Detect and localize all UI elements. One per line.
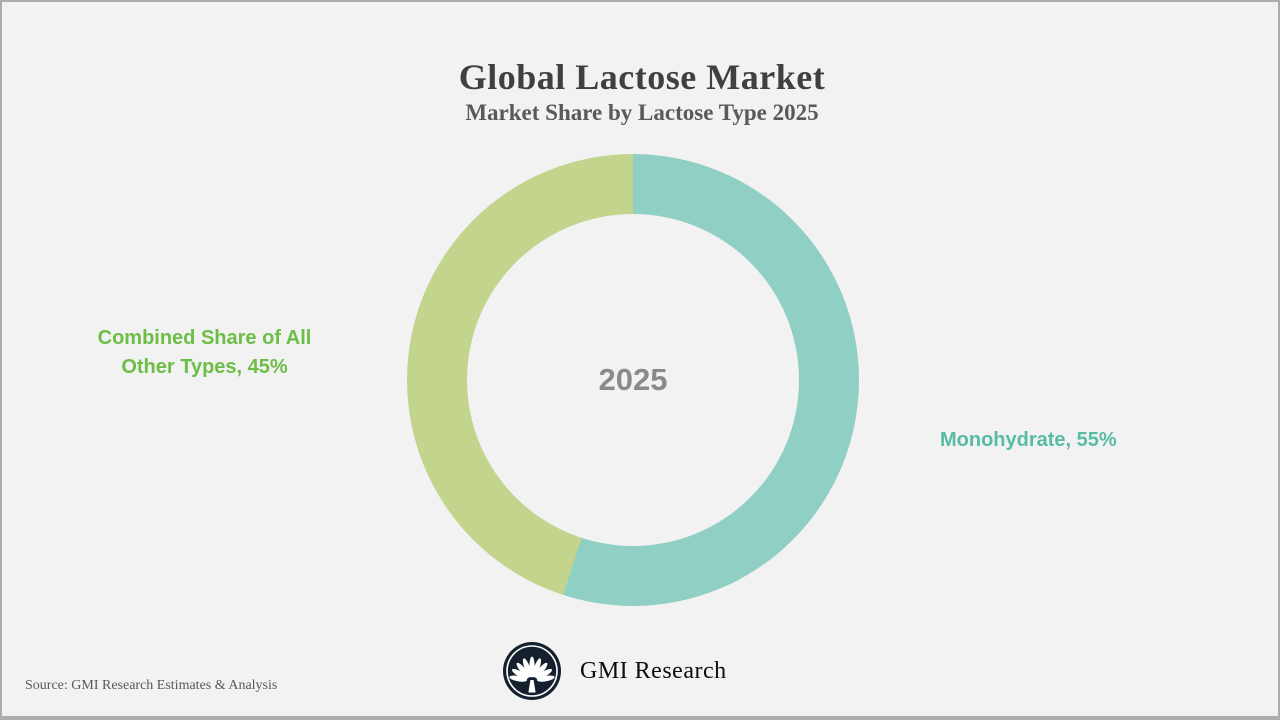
source-note: Source: GMI Research Estimates & Analysi… (25, 678, 278, 693)
gmi-palm-logo-icon (503, 642, 561, 700)
slice-label-line: Combined Share of All (97, 327, 312, 349)
slice-label-line: Other Types, 45% (121, 356, 288, 378)
slice-label-line: Monohydrate, 55% (940, 429, 1117, 451)
donut-chart: 2025 (407, 154, 859, 606)
donut-hole: 2025 (467, 214, 799, 546)
chart-subtitle: Market Share by Lactose Type 2025 (465, 100, 819, 125)
brand-lockup: GMI Research (502, 641, 727, 701)
donut-center-label: 2025 (598, 362, 668, 397)
slice-label-monohydrate: Monohydrate, 55% (940, 426, 1240, 455)
brand-name: GMI Research (580, 657, 727, 684)
slice-label-other-types: Combined Share of All Other Types, 45% (72, 324, 337, 382)
chart-title: Global Lactose Market (458, 57, 826, 97)
